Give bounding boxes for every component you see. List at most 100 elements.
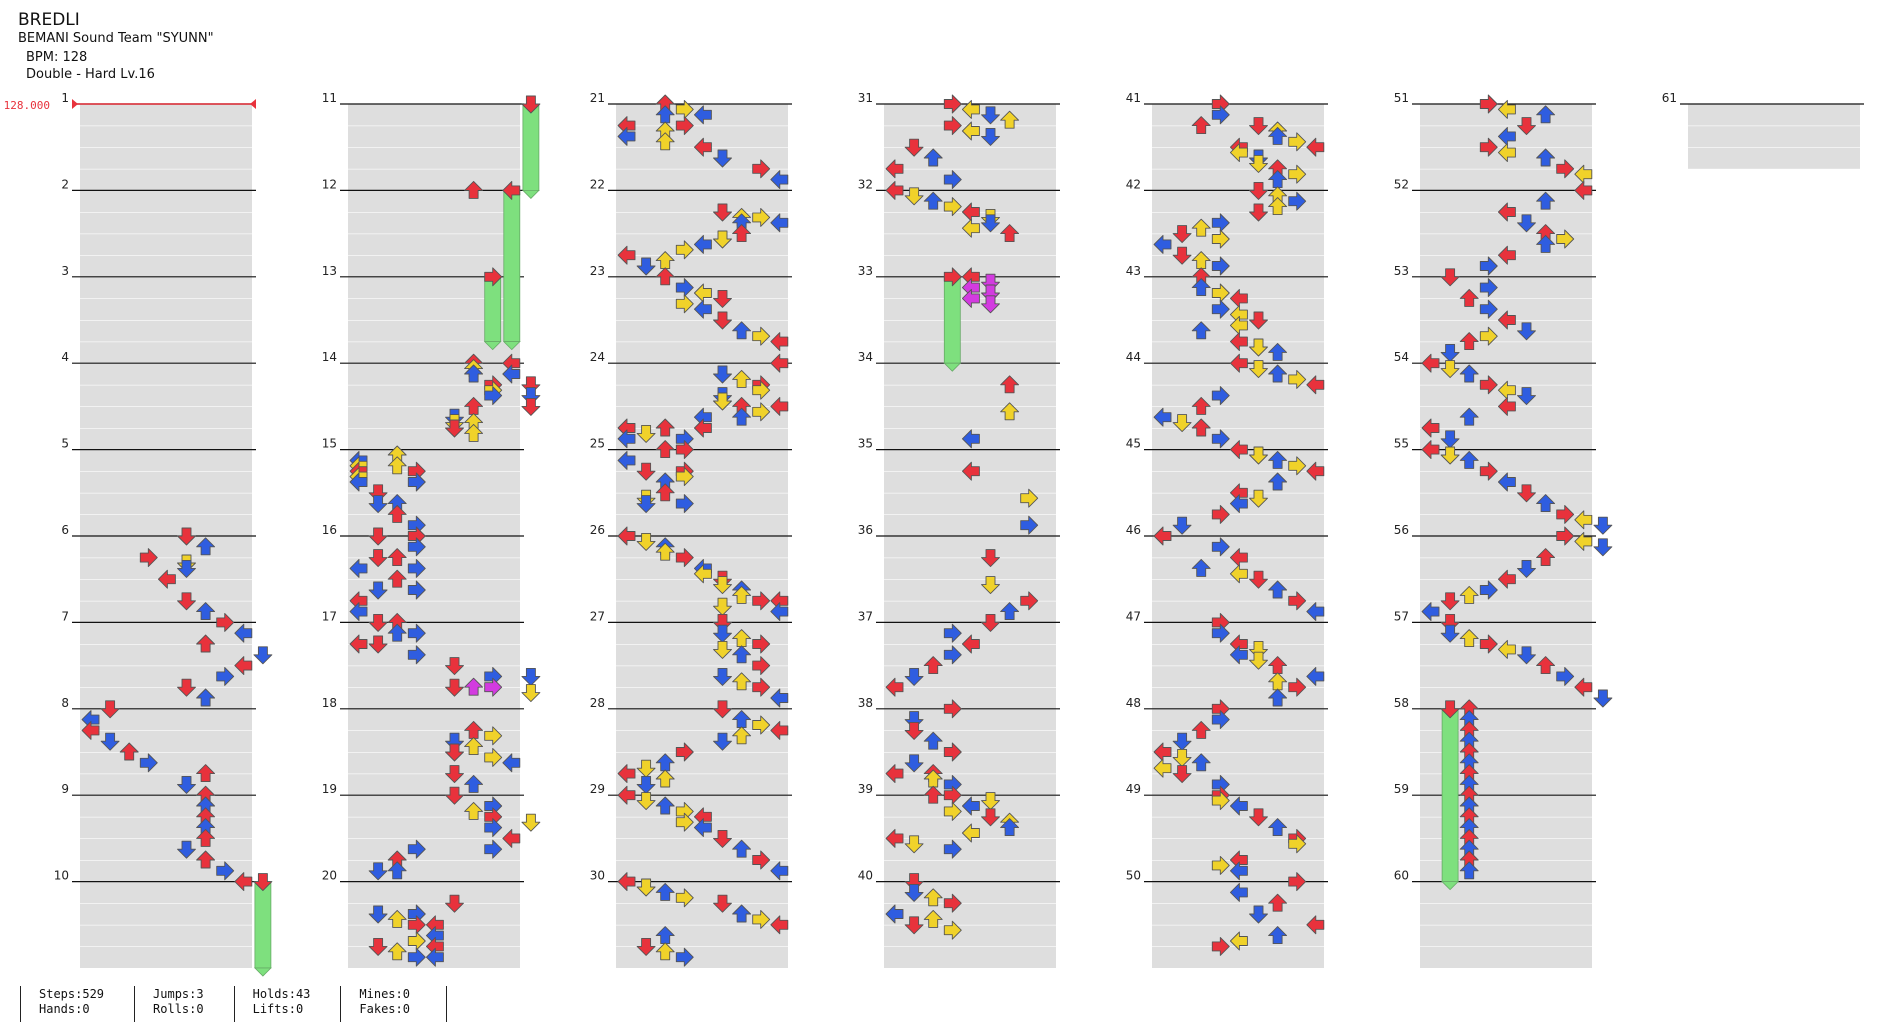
arrow-body: [923, 191, 943, 210]
beat-band: [1420, 839, 1592, 860]
arrow-body: [502, 828, 521, 848]
arrow-body: [387, 861, 407, 880]
arrow-body: [196, 688, 216, 707]
arrow-body: [349, 558, 368, 578]
left-arrow: [1229, 494, 1248, 514]
beat-band: [1420, 255, 1592, 277]
arrow-body: [1440, 430, 1460, 449]
left-arrow: [961, 461, 980, 481]
beat-band: [884, 493, 1056, 515]
measure-number: 17: [322, 609, 337, 623]
down-arrow: [904, 711, 924, 730]
down-arrow: [904, 835, 924, 854]
arrow-body: [770, 396, 789, 416]
down-arrow: [713, 613, 732, 632]
measure-number: 52: [1394, 177, 1409, 191]
left-arrow: [1421, 602, 1440, 622]
left-arrow: [617, 450, 636, 470]
down-arrow: [713, 576, 732, 595]
measure-number: 3: [61, 264, 69, 278]
up-arrow: [1000, 224, 1020, 243]
beat-band: [616, 925, 788, 947]
arrow-body: [770, 213, 789, 233]
down-arrow: [904, 667, 924, 686]
beat-band: [616, 687, 788, 709]
arrow-body: [1574, 180, 1593, 200]
song-header: BREDLI BEMANI Sound Team "SYUNN" BPM: 12…: [0, 0, 600, 90]
down-arrow: [713, 732, 732, 751]
beat-band: [884, 169, 1056, 191]
down-arrow: [1517, 214, 1536, 233]
arrow-body: [1593, 516, 1613, 535]
stats-group-1: Steps:529 Hands:0: [20, 986, 134, 1022]
arrow-body: [484, 747, 503, 767]
arrow-body: [675, 548, 694, 568]
arrow-body: [521, 387, 541, 406]
left-arrow: [1497, 396, 1516, 416]
arrow-body: [1249, 338, 1268, 357]
left-arrow: [770, 213, 789, 233]
beat-band: [80, 363, 252, 385]
measure-number: 29: [590, 782, 605, 796]
beat-band: [1420, 363, 1592, 385]
left-arrow: [961, 288, 980, 308]
down-arrow: [1249, 117, 1268, 136]
up-arrow: [1268, 926, 1288, 945]
left-arrow: [502, 753, 521, 773]
left-arrow: [425, 947, 444, 967]
beat-band: [616, 342, 788, 364]
arrow-body: [521, 397, 541, 416]
hold-tail: [943, 362, 962, 372]
beat-band: [1152, 277, 1324, 299]
down-arrow: [1249, 651, 1268, 670]
arrow-body: [732, 672, 752, 691]
left-arrow: [502, 364, 521, 384]
measure-number: 27: [590, 609, 605, 623]
beat-band: [80, 126, 252, 148]
down-arrow: [177, 678, 196, 697]
arrow-body: [484, 386, 503, 406]
arrow-body: [636, 462, 656, 481]
left-arrow: [961, 634, 980, 654]
right-arrow: [1211, 623, 1230, 643]
arrow-body: [675, 742, 694, 762]
up-arrow: [1459, 450, 1479, 469]
up-arrow: [387, 623, 407, 642]
arrow-body: [961, 218, 980, 238]
arrow-body: [655, 418, 675, 437]
beat-band: [1420, 687, 1592, 709]
up-arrow: [196, 537, 216, 556]
arrow-body: [752, 909, 771, 929]
left-arrow: [1421, 418, 1440, 438]
up-arrow: [655, 267, 675, 286]
right-arrow: [1211, 229, 1230, 249]
arrow-body: [943, 267, 962, 287]
arrow-body: [752, 715, 771, 735]
arrow-body: [407, 839, 426, 859]
right-arrow: [1479, 375, 1498, 395]
down-arrow: [521, 95, 541, 114]
arrow-body: [1556, 159, 1575, 179]
beat-band: [1688, 104, 1860, 126]
arrow-body: [675, 812, 694, 832]
up-arrow: [1191, 218, 1211, 237]
stat-rolls: Rolls:0: [153, 1002, 204, 1016]
arrow-body: [713, 732, 732, 751]
down-arrow: [713, 829, 732, 848]
left-arrow: [1229, 882, 1248, 902]
right-arrow: [943, 116, 962, 136]
beat-band: [884, 407, 1056, 428]
left-arrow: [885, 904, 904, 924]
arrow-body: [177, 775, 196, 794]
arrow-body: [1440, 700, 1460, 719]
song-title: BREDLI: [18, 10, 80, 30]
down-arrow: [177, 775, 196, 794]
left-arrow: [1421, 440, 1440, 460]
stat-mines: Mines:0: [359, 987, 410, 1001]
right-arrow: [1288, 591, 1307, 611]
arrow-body: [368, 527, 388, 546]
down-arrow: [1249, 570, 1268, 589]
down-arrow: [713, 640, 732, 659]
arrow-body: [1229, 332, 1248, 352]
arrow-body: [1191, 753, 1211, 772]
